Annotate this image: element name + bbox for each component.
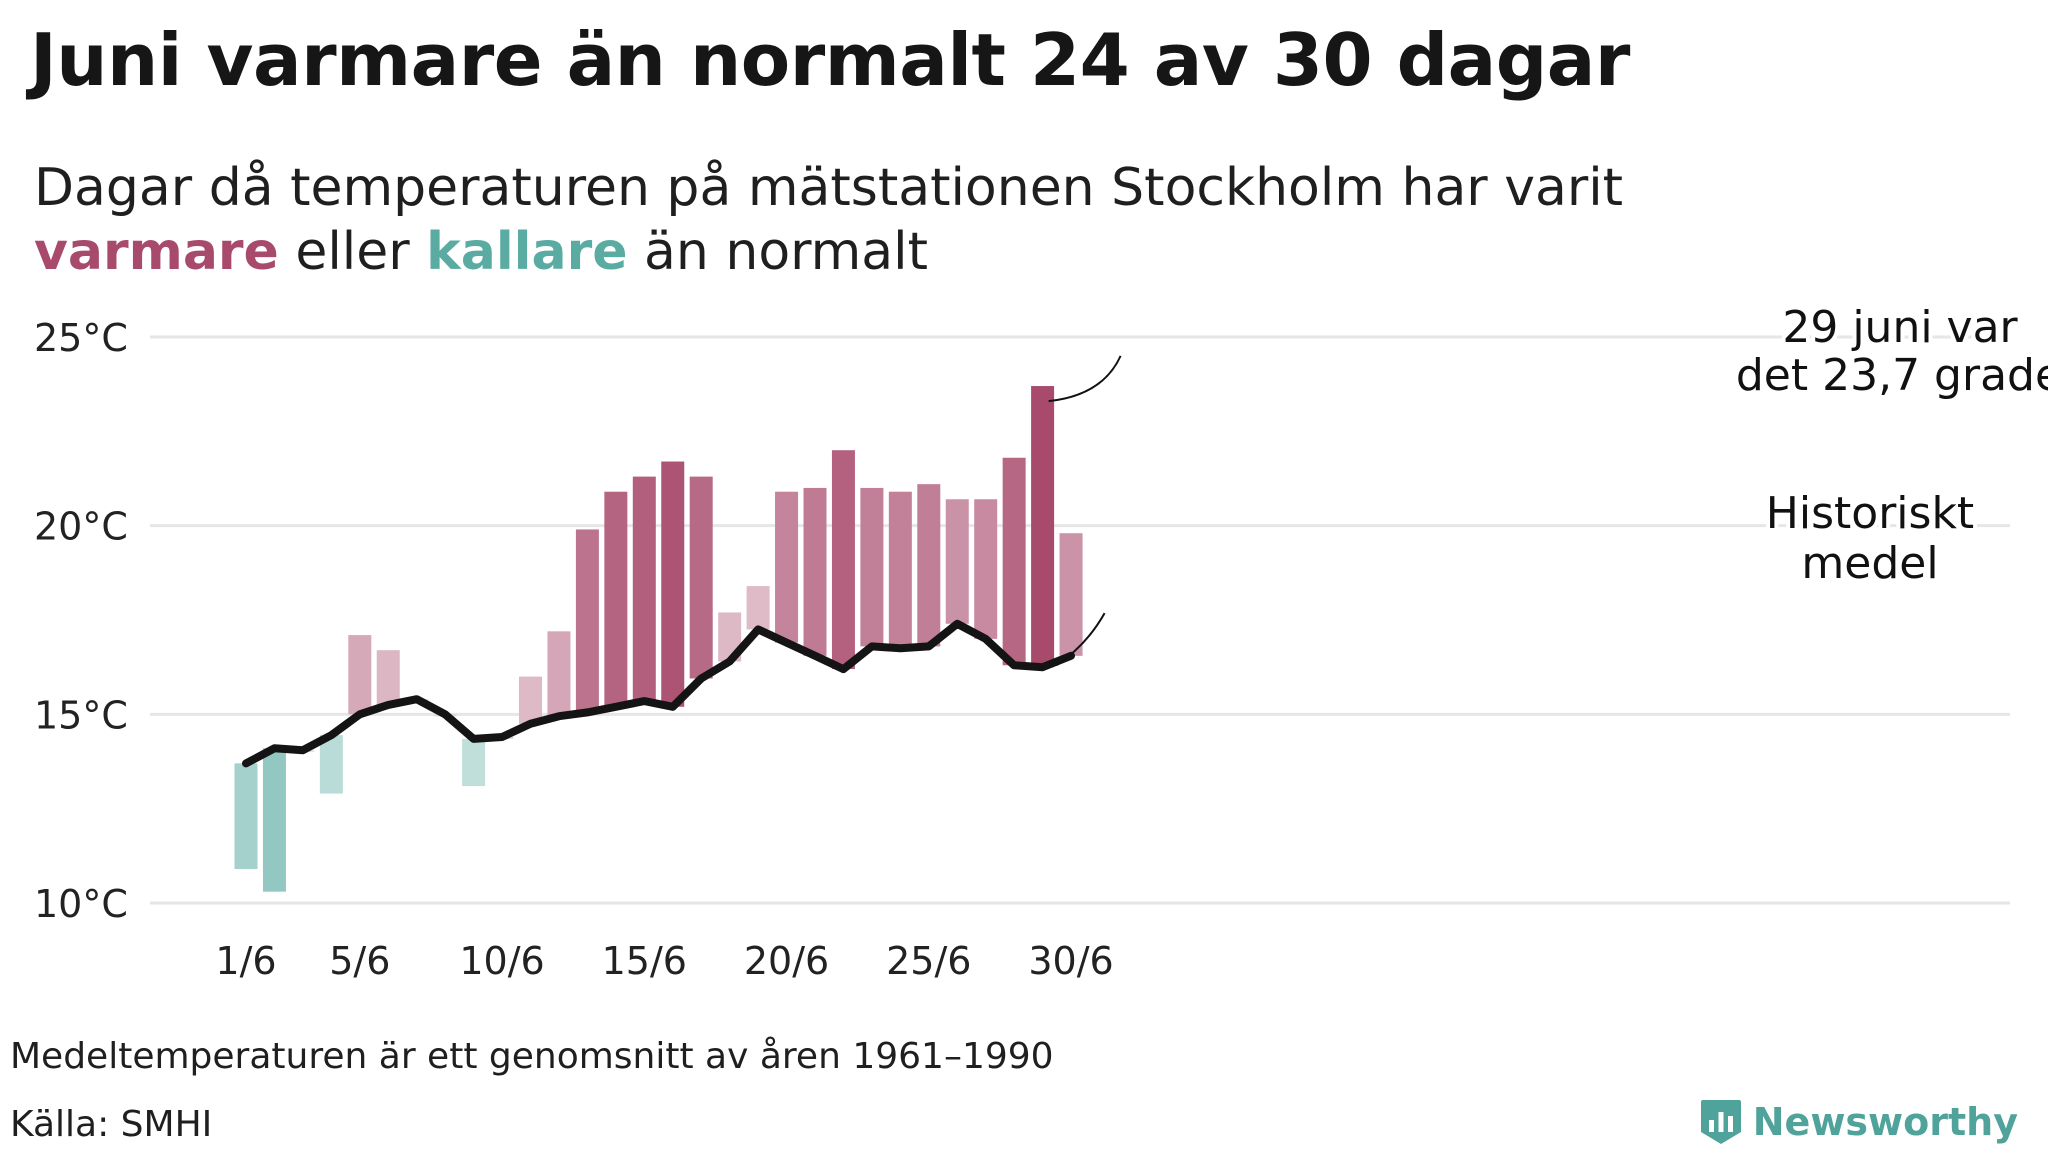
temperature-bar [661, 461, 685, 707]
temperature-bar [1031, 386, 1055, 668]
newsworthy-icon [1700, 1100, 1741, 1144]
temperature-bar [746, 586, 770, 630]
temperature-bar [376, 650, 400, 705]
source: Källa: SMHI [10, 1104, 213, 1145]
temperature-bar [462, 738, 486, 787]
temperature-bar [319, 735, 343, 794]
annotation-leader-max [1048, 355, 1122, 403]
temperature-bar [1002, 457, 1026, 666]
temperature-bar [348, 635, 372, 715]
temperature-bar [775, 491, 799, 643]
x-tick-label: 20/6 [744, 939, 829, 983]
footnote: Medeltemperaturen är ett genomsnitt av å… [10, 1036, 1054, 1077]
annotation-max-line-2-halo: det 23,7 grader [1736, 350, 2048, 401]
chart-title: Juni varmare än normalt 24 av 30 dagar [30, 18, 1630, 102]
x-tick-label: 15/6 [602, 939, 687, 983]
y-tick-label: 10°C [34, 882, 128, 926]
x-tick-label: 5/6 [329, 939, 390, 983]
subtitle-middle: eller [278, 222, 427, 282]
x-tick-label: 10/6 [459, 939, 544, 983]
temperature-bar [689, 476, 713, 679]
chart-subtitle: Dagar då temperaturen på mätstationen St… [34, 156, 1623, 284]
annotation-max-line-2: det 23,7 grader [1736, 350, 2048, 401]
temperature-bar [234, 763, 258, 870]
x-tick-label: 30/6 [1028, 939, 1113, 983]
temperature-bar [888, 491, 912, 649]
x-axis-labels: 1/6 5/6 10/6 15/6 20/6 25/6 30/6 [215, 939, 1113, 983]
y-axis-labels: 10°C 15°C 20°C 25°C [34, 316, 128, 926]
temperature-bar [945, 499, 969, 624]
grid-lines [150, 335, 2010, 905]
temperature-bar [831, 450, 855, 670]
annotation-mean-line-1: Historiskt [1766, 488, 1974, 539]
subtitle-line-1: Dagar då temperaturen på mätstationen St… [34, 158, 1624, 218]
historical-mean-line [242, 619, 1075, 768]
temperature-bars [234, 386, 1083, 892]
x-tick-label: 25/6 [886, 939, 971, 983]
historical-mean-polyline [242, 619, 1075, 768]
annotation-mean-line-1-halo: Historiskt [1766, 488, 1974, 539]
temperature-bar [860, 487, 884, 647]
temperature-bar [917, 484, 941, 647]
subtitle-line-2: varmare eller kallare än normalt [34, 220, 1623, 284]
temperature-bar [632, 476, 656, 702]
temperature-bar [974, 499, 998, 639]
temperature-bar [519, 676, 542, 724]
annotation-mean-line-2-halo: medel [1801, 538, 1938, 589]
temperature-bar [262, 748, 286, 892]
y-tick-label: 20°C [34, 505, 128, 549]
y-tick-label: 25°C [34, 316, 128, 360]
brand-name: Newsworthy [1752, 1100, 2018, 1144]
annotation-mean-line-2: medel [1801, 538, 1938, 589]
temperature-bar [604, 491, 628, 707]
subtitle-end: än normalt [627, 222, 928, 282]
newsworthy-logo: Newsworthy [1699, 1098, 2018, 1146]
subtitle-cold-word: kallare [426, 222, 628, 282]
annotation-max-line-1: 29 juni var [1782, 302, 2018, 353]
temperature-bar [1059, 533, 1083, 656]
annotation-leader-mean [1056, 612, 1106, 666]
y-tick-label: 15°C [34, 693, 128, 737]
annotation-max-line-1-halo: 29 juni var [1782, 302, 2018, 353]
temperature-bar [547, 631, 571, 717]
subtitle-warm-word: varmare [34, 222, 279, 282]
temperature-bar [803, 487, 827, 656]
temperature-bar [575, 529, 599, 713]
x-tick-label: 1/6 [215, 939, 276, 983]
